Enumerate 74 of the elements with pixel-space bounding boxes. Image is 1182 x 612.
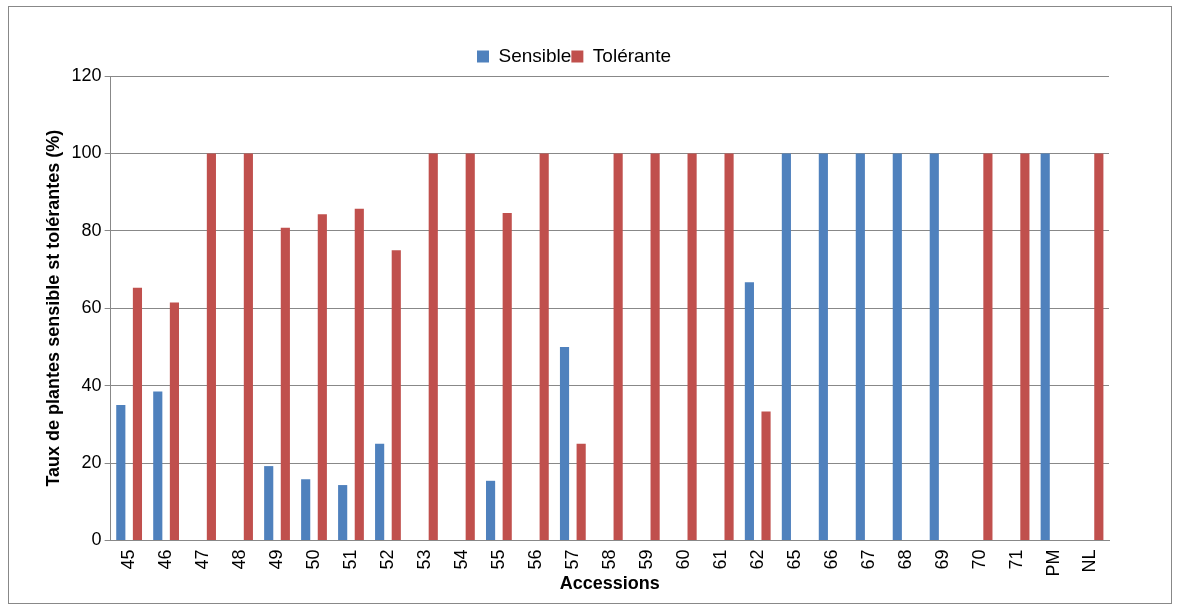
bar	[559, 346, 570, 540]
y-tick-label: 0	[91, 529, 102, 550]
bar	[855, 153, 865, 540]
x-tick-label: 59	[635, 549, 656, 570]
bar	[338, 485, 348, 540]
bar	[169, 302, 179, 540]
bar	[280, 227, 290, 540]
bar	[1040, 153, 1050, 540]
x-tick-label: 50	[302, 549, 323, 570]
x-tick-label: 65	[783, 549, 804, 570]
x-tick-label: 53	[413, 549, 434, 570]
x-tick-label: 70	[968, 549, 989, 570]
bar	[1094, 153, 1104, 540]
y-tick-label: 40	[81, 374, 102, 395]
y-tick-label: 20	[81, 451, 102, 472]
x-tick-label: 51	[339, 549, 360, 570]
bar	[132, 287, 143, 540]
bar	[485, 480, 496, 540]
bar	[502, 213, 512, 540]
y-tick-label: 60	[81, 297, 102, 318]
x-tick-label: 61	[709, 549, 730, 570]
y-axis-title: Taux de plantes sensible st tolérantes (%)	[42, 129, 63, 487]
bar	[153, 391, 163, 540]
bar	[375, 443, 385, 540]
x-tick-label: 58	[598, 549, 619, 570]
bar	[613, 153, 623, 540]
x-tick-label: 47	[192, 549, 213, 570]
bar	[892, 153, 902, 540]
bar	[428, 153, 438, 540]
bar	[650, 153, 660, 540]
bar	[724, 153, 734, 540]
x-tick-label: 46	[155, 549, 176, 570]
bar	[116, 404, 126, 540]
x-tick-label: 54	[450, 549, 471, 570]
bar	[818, 153, 828, 540]
bar	[1020, 153, 1030, 540]
bar	[687, 153, 697, 540]
bar	[781, 153, 791, 540]
x-tick-label: 48	[229, 549, 250, 570]
y-tick-label: 100	[71, 142, 102, 163]
x-tick-label: 67	[857, 549, 878, 570]
x-tick-label: 49	[266, 549, 286, 570]
x-tick-label: 45	[118, 549, 139, 570]
bar	[929, 153, 939, 540]
x-tick-label: PM	[1042, 549, 1063, 577]
bar	[206, 153, 216, 540]
bar	[744, 282, 754, 540]
y-tick-label: 80	[81, 219, 102, 240]
y-tick-label: 120	[71, 64, 102, 85]
legend-label: Tolérante	[592, 44, 672, 66]
x-tick-label: 57	[561, 549, 582, 570]
x-tick-label: 71	[1005, 549, 1026, 570]
x-tick-label: 55	[487, 549, 508, 570]
legend-label: Sensible	[498, 44, 572, 66]
x-tick-label: 60	[672, 549, 693, 570]
bar	[243, 153, 253, 540]
x-tick-label: 66	[820, 549, 841, 570]
bar	[983, 153, 993, 540]
bar	[576, 443, 586, 540]
x-tick-label: 52	[376, 549, 397, 570]
bar	[391, 250, 401, 540]
x-tick-label: 69	[931, 549, 952, 570]
bar	[301, 479, 311, 540]
x-tick-label: 62	[746, 549, 767, 570]
bar	[317, 214, 327, 540]
x-tick-label: 56	[524, 549, 545, 570]
bar	[465, 153, 475, 540]
bar	[761, 411, 771, 540]
x-axis-title: Accessions	[559, 573, 660, 594]
bar	[539, 153, 549, 540]
x-tick-label: 68	[894, 549, 915, 570]
bar	[354, 208, 364, 540]
x-tick-label: NL	[1079, 549, 1100, 573]
bar	[264, 466, 274, 540]
